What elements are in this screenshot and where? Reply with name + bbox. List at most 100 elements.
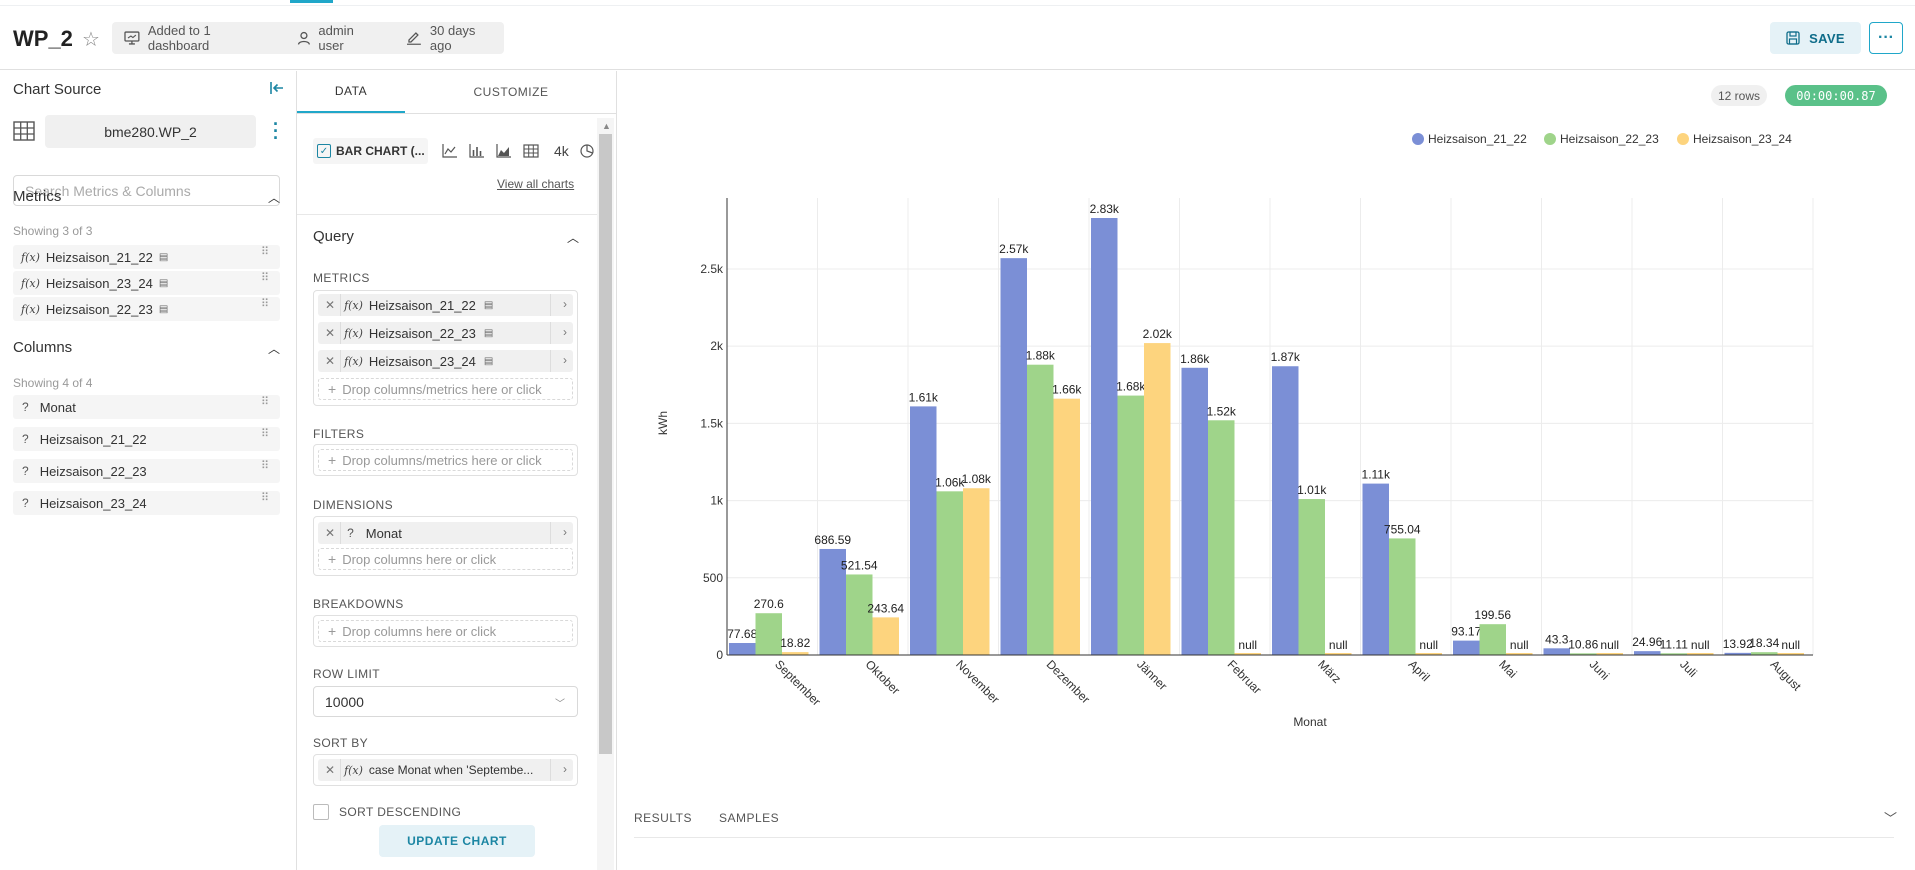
bar [1724,652,1751,655]
big-number-chart-icon[interactable]: 4k [554,143,569,159]
area-chart-icon[interactable] [496,144,511,161]
column-item[interactable]: ? Heizsaison_23_24 ⠿ [13,491,280,515]
chevron-up-icon[interactable]: ︿ [268,342,281,356]
x-tick-label: Dezember [1044,657,1093,706]
bar-value-label: 1.86k [1180,352,1210,366]
modified-info[interactable]: 30 days ago [406,23,500,53]
chevron-right-icon[interactable]: › [563,325,567,339]
metrics-label: METRICS [313,271,370,285]
remove-icon[interactable]: ✕ [325,763,336,777]
bar-value-label: 1.68k [1116,380,1146,394]
drag-handle-icon[interactable]: ⠿ [260,272,270,284]
drop-filters-zone[interactable]: + Drop columns/metrics here or click [318,449,573,471]
chevron-down-icon[interactable]: ﹀ [1884,811,1898,826]
scrollbar-thumb[interactable] [599,134,612,754]
bar-value-label: 1.88k [1026,349,1056,363]
drop-dimensions-zone[interactable]: + Drop columns here or click [318,548,573,570]
function-icon: f(x) [344,298,363,312]
drag-handle-icon[interactable]: ⠿ [260,460,270,472]
metric-item[interactable]: f(x) Heizsaison_22_23 ▤ ⠿ [13,297,280,321]
column-item-label: Heizsaison_22_23 [39,463,147,479]
star-icon[interactable]: ☆ [82,29,100,51]
pie-chart-icon[interactable] [580,144,594,161]
bar-value-label: null [1600,638,1619,652]
x-tick-label: Jänner [1134,657,1170,693]
chevron-right-icon[interactable]: › [563,297,567,311]
owner-info[interactable]: admin user [297,23,383,53]
update-chart-button[interactable]: UPDATE CHART [379,825,535,857]
drag-handle-icon[interactable]: ⠿ [260,492,270,504]
chevron-up-icon[interactable]: ︿ [268,191,281,205]
column-item[interactable]: ? Monat ⠿ [13,395,280,419]
x-tick-label: Februar [1225,657,1265,697]
tab-results[interactable]: RESULTS [634,811,692,825]
metric-chip[interactable]: ✕ f(x) Heizsaison_21_22 ▤ › [318,294,573,316]
dataset-menu-icon[interactable]: · · · [273,114,279,148]
legend-label: Heizsaison_23_24 [1693,132,1792,146]
search-metrics-columns-input[interactable] [13,175,280,206]
bar [1634,651,1661,655]
metric-chip[interactable]: ✕ f(x) Heizsaison_23_24 ▤ › [318,350,573,372]
drag-handle-icon[interactable]: ⠿ [260,298,270,310]
bar-value-label: null [1781,638,1800,652]
view-all-charts-link[interactable]: View all charts [497,177,575,191]
query-section-title[interactable]: Query [313,228,354,245]
tab-samples[interactable]: SAMPLES [719,811,780,825]
drag-handle-icon[interactable]: ⠿ [260,428,270,440]
drag-handle-icon[interactable]: ⠿ [260,246,270,258]
scroll-up-icon[interactable]: ▲ [602,121,611,131]
row-limit-select[interactable]: 10000 ﹀ [313,686,578,717]
chevron-up-icon[interactable]: ︿ [567,231,580,245]
columns-section-title[interactable]: Columns [13,339,73,356]
collapse-panel-icon[interactable] [270,81,284,97]
x-tick-label: Juli [1677,657,1700,680]
chevron-right-icon[interactable]: › [563,353,567,367]
metric-chip[interactable]: ✕ f(x) Heizsaison_22_23 ▤ › [318,322,573,344]
bar [1117,395,1144,655]
divider [297,214,597,215]
sort-by-chip[interactable]: ✕ f(x) case Monat when 'Septembe... › [318,759,573,781]
bar-value-label: 1.01k [1297,483,1327,497]
chevron-right-icon[interactable]: › [563,525,567,539]
bar-value-label: 1.08k [962,472,992,486]
drag-handle-icon[interactable]: ⠿ [260,396,270,408]
function-icon: f(x) [344,326,363,340]
chart-type-selected[interactable]: ✓ BAR CHART (... [313,138,428,164]
y-tick-label: 1k [710,494,724,508]
remove-icon[interactable]: ✕ [325,326,336,340]
line-chart-icon[interactable] [442,144,457,161]
dataset-name[interactable]: bme280.WP_2 [45,115,256,148]
save-button[interactable]: SAVE [1770,22,1861,54]
x-tick-label: Juni [1587,657,1612,682]
page-title[interactable]: WP_2 [13,26,73,51]
dimension-chip[interactable]: ✕ ? Monat › [318,522,573,544]
dashboard-info[interactable]: Added to 1 dashboard [124,23,275,53]
bar [1000,258,1027,655]
bar-value-label: 1.61k [909,390,939,404]
metric-chip-label: Heizsaison_22_23 [368,325,476,341]
column-item[interactable]: ? Heizsaison_21_22 ⠿ [13,427,280,451]
drop-breakdowns-zone[interactable]: + Drop columns here or click [318,620,573,642]
remove-icon[interactable]: ✕ [325,354,336,368]
drop-metrics-zone[interactable]: + Drop columns/metrics here or click [318,378,573,400]
metric-item[interactable]: f(x) Heizsaison_21_22 ▤ ⠿ [13,245,280,269]
more-options-button[interactable]: ··· [1869,22,1903,54]
metric-item[interactable]: f(x) Heizsaison_23_24 ▤ ⠿ [13,271,280,295]
chevron-right-icon[interactable]: › [563,762,567,776]
checkmark-icon: ✓ [317,144,331,158]
bar-chart-icon[interactable] [469,144,484,161]
control-panel: DATA CUSTOMIZE ▲ ✓ BAR CHART (... 4k Vie… [297,71,617,870]
tab-data[interactable]: DATA [297,71,405,113]
bar [1596,653,1623,655]
tab-customize[interactable]: CUSTOMIZE [473,85,549,99]
column-item[interactable]: ? Heizsaison_22_23 ⠿ [13,459,280,483]
bar [1027,364,1054,655]
remove-icon[interactable]: ✕ [325,526,336,540]
bar [1091,218,1118,655]
sort-descending-checkbox[interactable] [313,804,329,820]
unknown-type-icon: ? [347,526,354,540]
remove-icon[interactable]: ✕ [325,298,336,312]
table-chart-icon[interactable] [523,144,539,161]
table-icon: ▤ [483,327,494,339]
metrics-section-title[interactable]: Metrics [13,188,62,205]
